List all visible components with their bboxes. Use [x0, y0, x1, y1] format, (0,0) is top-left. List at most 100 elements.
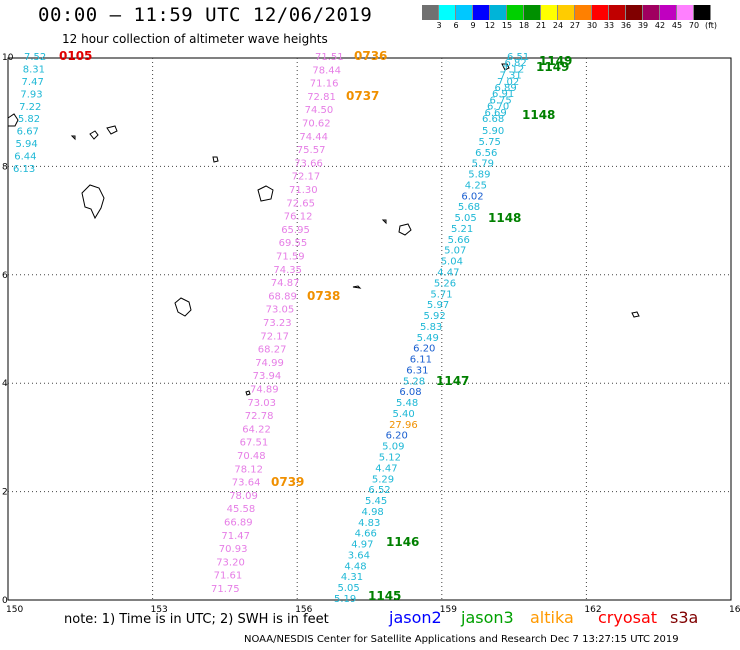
island-outline	[70, 135, 76, 141]
legend-label: 45	[671, 21, 683, 30]
swh-reading-jason3: 6.20	[413, 344, 435, 355]
legend-swatch	[592, 5, 609, 20]
pass-time-label: 0737	[346, 89, 379, 103]
page-title: 00:00 – 11:59 UTC 12/06/2019	[38, 4, 373, 26]
swh-reading-jason3: 6.91	[492, 89, 514, 100]
swh-reading-jason3: 4.66	[355, 529, 377, 540]
swh-reading-jason3: 5.07	[444, 246, 466, 257]
pass-time-label: 0736	[354, 49, 387, 63]
swh-reading-west-track: 8.31	[23, 64, 45, 75]
swh-reading-west-track: 5.94	[15, 139, 37, 150]
pass-time-label: 1149	[539, 54, 572, 68]
swh-reading-jason3: 5.21	[451, 224, 473, 235]
swh-reading-jason3: 5.05	[337, 583, 359, 594]
legend-label: (ft)	[704, 21, 718, 30]
swh-reading-altika: 73.20	[216, 557, 245, 568]
swh-reading-altika: 74.50	[305, 105, 334, 116]
swh-reading-altika: 45.58	[227, 504, 256, 515]
legend-swatch	[422, 5, 439, 20]
swh-reading-jason3: 5.19	[334, 594, 356, 605]
swh-reading-jason3: 5.04	[441, 257, 463, 268]
pass-time-label: 1148	[488, 211, 521, 225]
legend-label: 18	[518, 21, 530, 30]
y-tick-label: 2	[2, 488, 8, 498]
swh-reading-jason3: 6.82	[505, 58, 527, 69]
swh-reading-altika: 68.27	[258, 345, 287, 356]
color-legend	[422, 5, 711, 20]
x-tick-label: 150	[6, 605, 23, 615]
page-subtitle: 12 hour collection of altimeter wave hei…	[62, 32, 328, 46]
swh-reading-jason3: 6.56	[475, 148, 497, 159]
swh-reading-jason3: 5.83	[420, 322, 442, 333]
pass-time-label: 1147	[436, 374, 469, 388]
legend-swatch	[660, 5, 677, 20]
island-outline	[352, 285, 362, 289]
swh-reading-altika: 70.62	[302, 119, 331, 130]
swh-reading-altika: 69.55	[279, 238, 308, 249]
swh-reading-jason3: 5.05	[454, 213, 476, 224]
swh-reading-jason3: 5.75	[479, 137, 501, 148]
swh-reading-altika: 68.89	[268, 291, 297, 302]
swh-reading-jason3: 5.48	[396, 398, 418, 409]
legend-label: 24	[552, 21, 564, 30]
pass-time-label: 1146	[386, 535, 419, 549]
swh-reading-altika: 71.30	[289, 185, 318, 196]
y-tick-label: 6	[2, 271, 8, 281]
legend-swatch	[439, 5, 456, 20]
swh-reading-jason3: 7.02	[497, 77, 519, 88]
swh-reading-altika: 71.59	[276, 252, 305, 263]
legend-label: 3	[436, 21, 442, 30]
legend-label: 9	[470, 21, 476, 30]
swh-reading-west-track: 7.22	[19, 102, 41, 113]
y-tick-label: 10	[2, 53, 14, 63]
legend-swatch	[541, 5, 558, 20]
swh-reading-jason3: 5.92	[423, 311, 445, 322]
swh-reading-jason3: 5.40	[393, 409, 415, 420]
swh-reading-altika: 66.89	[224, 518, 253, 529]
map-frame	[7, 57, 732, 601]
swh-reading-altika: 78.44	[312, 65, 341, 76]
swh-reading-altika: 65.95	[281, 225, 310, 236]
legend-swatch	[558, 5, 575, 20]
legend-swatch	[626, 5, 643, 20]
footer-credit: NOAA/NESDIS Center for Satellite Applica…	[244, 634, 679, 645]
swh-reading-jason3: 5.97	[427, 300, 449, 311]
swh-reading-west-track: 7.47	[22, 77, 44, 88]
legend-label: 27	[569, 21, 581, 30]
island-outline	[381, 219, 387, 225]
legend-label: 36	[620, 21, 632, 30]
swh-reading-jason3: 5.90	[482, 126, 504, 137]
swh-reading-jason3: 5.12	[379, 453, 401, 464]
x-tick-label: 165	[729, 605, 740, 615]
swh-reading-altika: 73.64	[232, 478, 261, 489]
legend-label: 42	[654, 21, 666, 30]
swh-reading-jason3: 4.47	[375, 463, 397, 474]
swh-reading-altika: 72.65	[286, 198, 315, 209]
y-tick-label: 0	[2, 596, 8, 606]
island-outline	[212, 156, 219, 163]
swh-reading-jason3: 5.26	[434, 278, 456, 289]
legend-swatch	[524, 5, 541, 20]
swh-reading-jason3: 6.31	[406, 365, 428, 376]
pass-time-label: 0739	[271, 475, 304, 489]
pass-time-label: 1148	[522, 108, 555, 122]
swh-reading-jason3: 6.52	[368, 485, 390, 496]
swh-reading-altika: 74.99	[255, 358, 284, 369]
satellite-name: altika	[530, 608, 574, 627]
swh-reading-jason3: 4.25	[465, 180, 487, 191]
pass-time-label: 0738	[307, 289, 340, 303]
swh-reading-altika: 71.16	[310, 79, 339, 90]
swh-reading-altika: 71.47	[221, 531, 250, 542]
island-outline	[501, 63, 510, 71]
swh-reading-jason3: 5.49	[417, 333, 439, 344]
legend-label: 70	[688, 21, 700, 30]
swh-reading-west-track: 6.13	[13, 164, 35, 175]
swh-reading-altika: 73.05	[266, 305, 295, 316]
swh-reading-west-track: 6.67	[17, 127, 39, 138]
island-outline	[106, 125, 118, 135]
swh-reading-altika: 72.17	[292, 172, 321, 183]
swh-reading-jason3: 5.89	[468, 170, 490, 181]
island-outline	[174, 297, 192, 317]
swh-reading-altika: 72.81	[307, 92, 336, 103]
